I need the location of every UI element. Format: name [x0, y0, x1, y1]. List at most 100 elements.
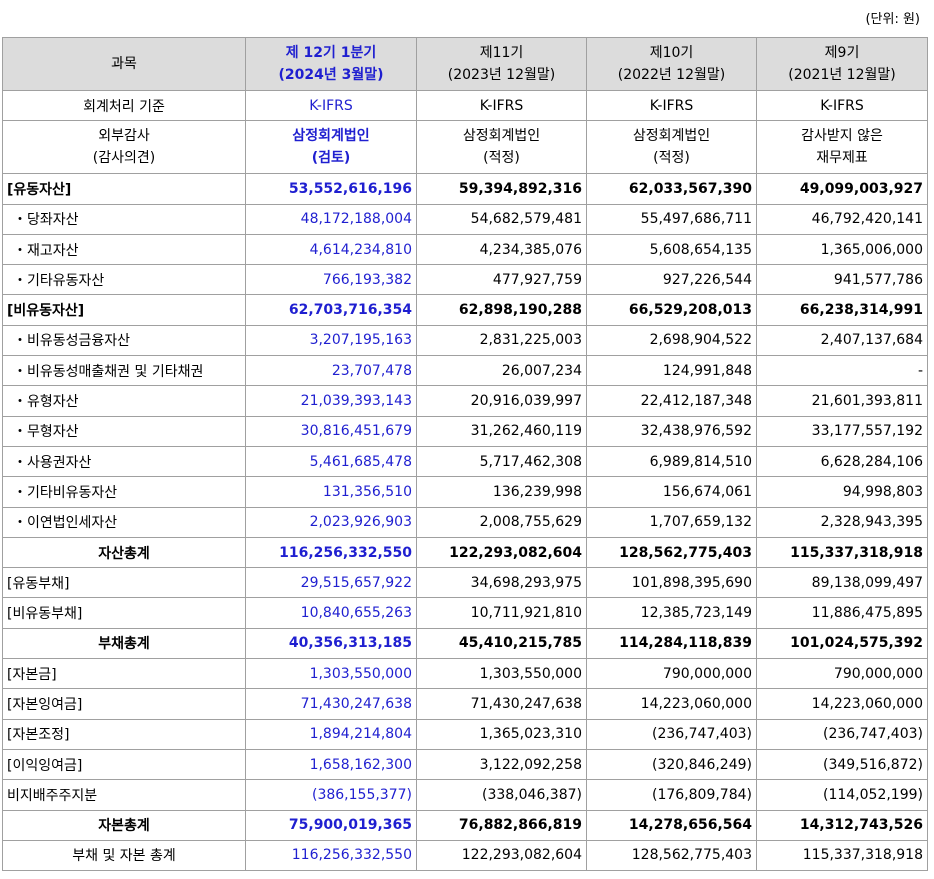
cell-value: K-IFRS — [245, 89, 417, 122]
cell-value: 33,177,557,192 — [756, 415, 928, 447]
cell-value: (236,747,403) — [756, 718, 928, 750]
table-row: ・무형자산 30,816,451,679 31,262,460,119 32,438,… — [2, 415, 928, 447]
cell-value: 1,365,023,310 — [416, 718, 587, 750]
cell-value: - — [756, 355, 928, 387]
cell-value: 122,293,082,604 — [416, 536, 587, 569]
cell-value: 89,138,099,497 — [756, 567, 928, 599]
table-row: ・기타비유동자산 131,356,510 136,239,998 156,674,06… — [2, 476, 928, 508]
financial-summary-table: 과목 제 12기 1분기 (2024년 3월말) 제11기 (2023년 12월… — [2, 37, 928, 872]
table-row: 자산총계 116,256,332,550 122,293,082,604 128,56… — [2, 536, 928, 569]
cell-value: 2,698,904,522 — [586, 324, 757, 357]
cell-value: 66,238,314,991 — [756, 294, 928, 326]
cell-value: 927,226,544 — [586, 264, 757, 296]
cell-value: 156,674,061 — [586, 476, 757, 508]
auditor: 삼정회계법인 — [292, 128, 370, 145]
cell-value: 5,608,654,135 — [586, 233, 757, 266]
row-label: ・기타유동자산 — [2, 264, 246, 296]
row-label: ・무형자산 — [2, 415, 246, 447]
cell-value: 14,223,060,000 — [756, 688, 928, 720]
cell-value: 10,840,655,263 — [245, 597, 417, 629]
cell-value: 116,256,332,550 — [245, 536, 417, 569]
auditor: 삼정회계법인 — [462, 128, 541, 145]
row-label: ・유형자산 — [2, 385, 246, 417]
header-period: 제10기 — [649, 45, 694, 61]
row-label: 자본총계 — [2, 809, 246, 841]
cell-value: 6,628,284,106 — [756, 445, 928, 478]
cell-value: 45,410,215,785 — [416, 627, 587, 660]
row-label: [자본금] — [2, 658, 246, 690]
cell-value: 101,898,395,690 — [586, 567, 757, 599]
table-row: ・사용권자산 5,461,685,478 5,717,462,308 6,989,81… — [2, 445, 928, 478]
row-label: ・사용권자산 — [2, 445, 246, 478]
row-label: 외부감사 (감사의견) — [2, 120, 246, 175]
cell-value: (320,846,249) — [586, 748, 757, 781]
row-label: 부채 및 자본 총계 — [2, 839, 246, 872]
table-row: [유동자산] 53,552,616,196 59,394,892,316 62,033… — [2, 173, 928, 205]
header-period: 제11기 — [479, 45, 524, 61]
cell-value: K-IFRS — [416, 89, 587, 122]
cell-value: 10,711,921,810 — [416, 597, 587, 629]
cell-value: 114,284,118,839 — [586, 627, 757, 660]
row-label: ・당좌자산 — [2, 203, 246, 235]
audit-opinion: 재무제표 — [816, 150, 868, 167]
cell-value: 3,207,195,163 — [245, 324, 417, 357]
cell-value: (236,747,403) — [586, 718, 757, 750]
cell-value: 71,430,247,638 — [416, 688, 587, 720]
header-date: (2023년 12월말) — [447, 67, 556, 83]
table-row: [비유동부채] 10,840,655,263 10,711,921,810 12,38… — [2, 597, 928, 629]
table-row: ・재고자산 4,614,234,810 4,234,385,076 5,608,654… — [2, 233, 928, 266]
audit-row: 외부감사 (감사의견) 삼정회계법인 (검토) 삼정회계법인 (적정) 삼정회계… — [2, 120, 928, 175]
table-row: 부채총계 40,356,313,185 45,410,215,785 114,284,… — [2, 627, 928, 660]
table-row: ・기타유동자산 766,193,382 477,927,759 927,226,544… — [2, 264, 928, 296]
audit-cell: 감사받지 않은 재무제표 — [756, 120, 928, 175]
row-label: ・이연법인세자산 — [2, 506, 246, 538]
table-row: ・이연법인세자산 2,023,926,903 2,008,755,629 1,707,… — [2, 506, 928, 538]
audit-opinion: (검토) — [311, 150, 351, 167]
cell-value: 2,407,137,684 — [756, 324, 928, 357]
cell-value: 55,497,686,711 — [586, 203, 757, 235]
cell-value: 14,223,060,000 — [586, 688, 757, 720]
audit-label-line2: (감사의견) — [92, 150, 156, 167]
cell-value: (338,046,387) — [416, 779, 587, 811]
cell-value: 23,707,478 — [245, 355, 417, 387]
cell-value: 54,682,579,481 — [416, 203, 587, 235]
header-row: 과목 제 12기 1분기 (2024년 3월말) 제11기 (2023년 12월… — [2, 37, 928, 91]
cell-value: 3,122,092,258 — [416, 748, 587, 781]
cell-value: 2,023,926,903 — [245, 506, 417, 538]
table-row: [자본잉여금] 71,430,247,638 71,430,247,638 14,22… — [2, 688, 928, 720]
header-col-fy11: 제11기 (2023년 12월말) — [416, 37, 587, 91]
auditor: 감사받지 않은 — [801, 128, 883, 145]
unit-label: (단위: 원) — [865, 12, 920, 27]
row-label: [유동부채] — [2, 567, 246, 599]
cell-value: 2,328,943,395 — [756, 506, 928, 538]
cell-value: 131,356,510 — [245, 476, 417, 508]
header-col-fy10: 제10기 (2022년 12월말) — [586, 37, 757, 91]
cell-value: 59,394,892,316 — [416, 173, 587, 205]
cell-value: 122,293,082,604 — [416, 839, 587, 872]
cell-value: 477,927,759 — [416, 264, 587, 296]
table-row: ・비유동성금융자산 3,207,195,163 2,831,225,003 2,698… — [2, 324, 928, 357]
cell-value: 49,099,003,927 — [756, 173, 928, 205]
cell-value: 11,886,475,895 — [756, 597, 928, 629]
table-row: 자본총계 75,900,019,365 76,882,866,819 14,278,6… — [2, 809, 928, 841]
cell-value: 71,430,247,638 — [245, 688, 417, 720]
cell-value: 14,312,743,526 — [756, 809, 928, 841]
audit-label-line1: 외부감사 — [98, 128, 150, 145]
audit-cell: 삼정회계법인 (적정) — [586, 120, 757, 175]
table-row: 부채 및 자본 총계 116,256,332,550 122,293,082,604… — [2, 839, 928, 872]
cell-value: 941,577,786 — [756, 264, 928, 296]
header-date: (2024년 3월말) — [278, 67, 384, 83]
cell-value: 12,385,723,149 — [586, 597, 757, 629]
header-date: (2021년 12월말) — [788, 67, 896, 83]
cell-value: 62,033,567,390 — [586, 173, 757, 205]
cell-value: 116,256,332,550 — [245, 839, 417, 872]
table-row: [이익잉여금] 1,658,162,300 3,122,092,258 (320,84… — [2, 748, 928, 781]
cell-value: 1,707,659,132 — [586, 506, 757, 538]
cell-value: 1,303,550,000 — [416, 658, 587, 690]
row-label: 자산총계 — [2, 536, 246, 569]
row-label: [비유동자산] — [2, 294, 246, 326]
cell-value: 22,412,187,348 — [586, 385, 757, 417]
row-label: ・재고자산 — [2, 233, 246, 266]
cell-value: 2,008,755,629 — [416, 506, 587, 538]
row-label: ・비유동성금융자산 — [2, 324, 246, 357]
